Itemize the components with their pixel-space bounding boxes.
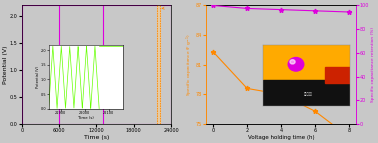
Y-axis label: Potential (V): Potential (V) (3, 45, 8, 84)
Y-axis label: Specific capacitance retention (%): Specific capacitance retention (%) (370, 27, 375, 102)
X-axis label: Voltage holding time (h): Voltage holding time (h) (248, 135, 314, 140)
Y-axis label: Specific capacitance (F g$^{-1}$): Specific capacitance (F g$^{-1}$) (184, 33, 195, 96)
Bar (157, 5, 160, 124)
X-axis label: Time (s): Time (s) (84, 135, 109, 140)
